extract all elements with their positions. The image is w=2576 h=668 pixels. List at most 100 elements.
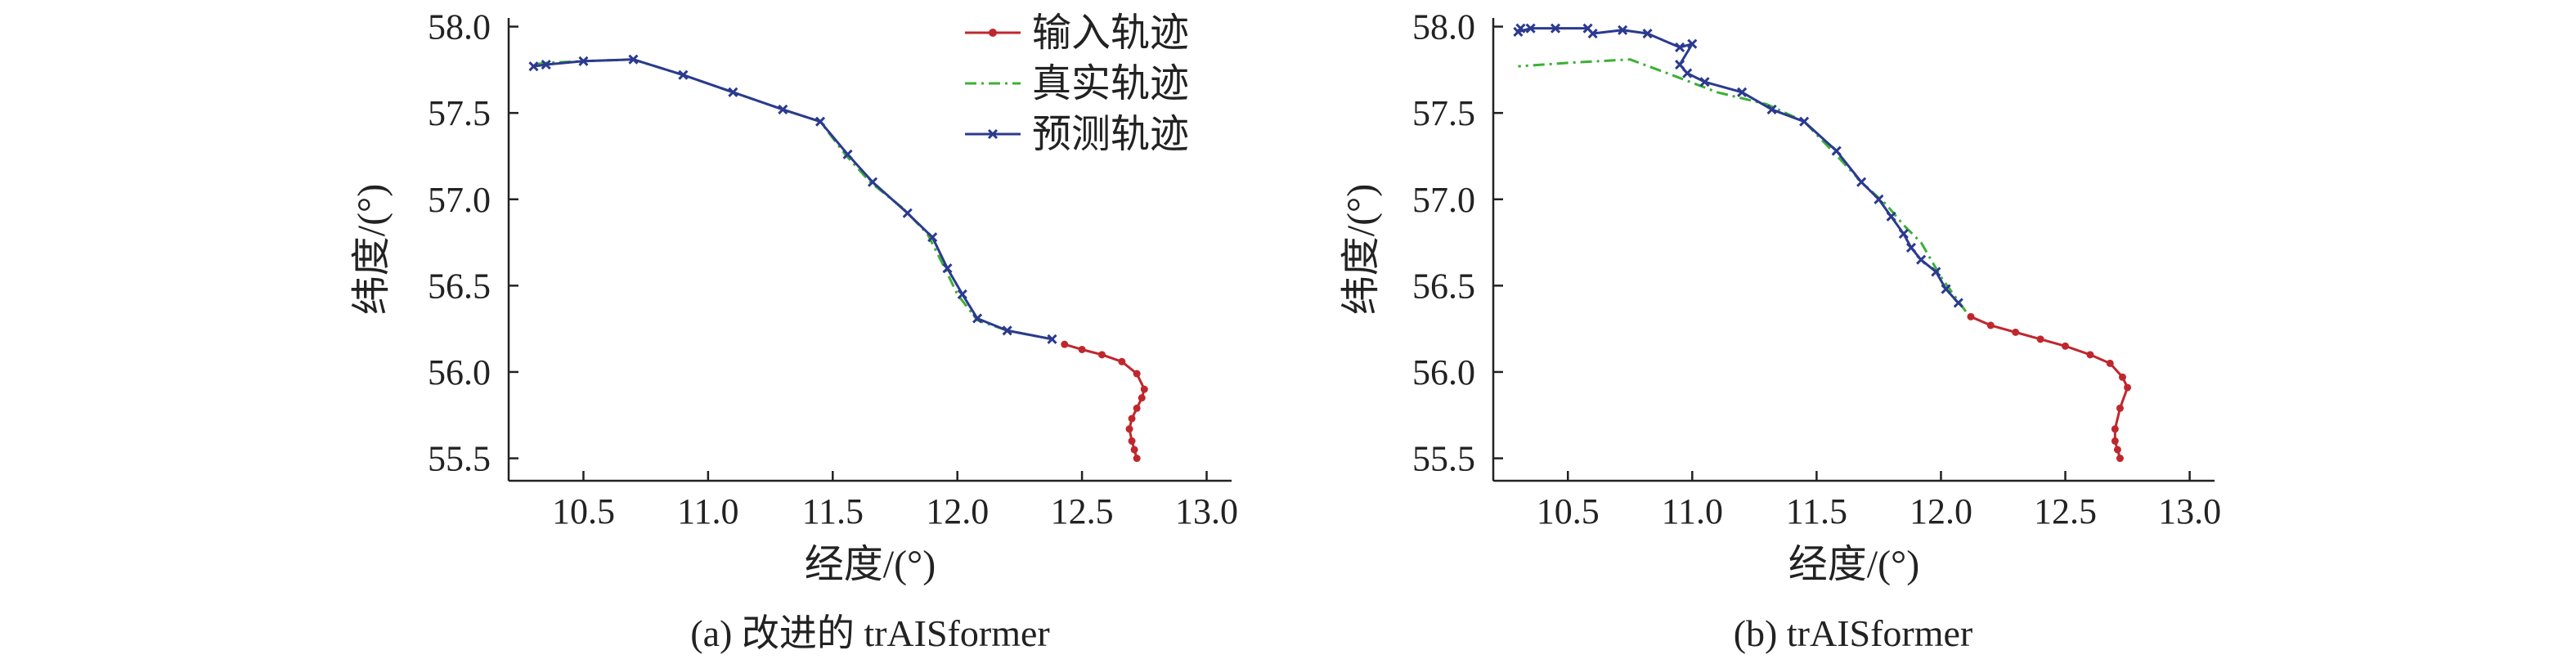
data-point: [2118, 373, 2126, 381]
data-point: [1618, 25, 1628, 35]
data-point: [1061, 340, 1069, 348]
data-point: [1953, 298, 1963, 308]
data-point: [1886, 211, 1896, 222]
data-point: [1687, 38, 1698, 49]
series-1: [1061, 340, 1148, 463]
x-tick-label: 10.5: [1537, 491, 1600, 531]
y-tick-label: 58.0: [1412, 7, 1475, 47]
data-point: [1856, 177, 1867, 187]
y-axis-label: 纬度/(°): [350, 184, 393, 316]
y-tick-label: 56.0: [1412, 352, 1475, 392]
x-tick-label: 10.5: [552, 491, 615, 531]
y-tick-label: 56.0: [428, 352, 491, 392]
data-point: [1525, 23, 1536, 34]
data-point: [972, 313, 983, 324]
data-point: [1078, 345, 1086, 353]
data-point: [541, 59, 551, 70]
data-point: [1133, 455, 1141, 463]
data-point: [2111, 425, 2119, 433]
x-tick-label: 13.0: [1175, 491, 1238, 531]
data-point: [1125, 425, 1133, 433]
data-point: [1941, 284, 1951, 294]
y-tick-label: 58.0: [428, 7, 491, 47]
x-tick-label: 11.0: [1662, 491, 1723, 531]
data-point: [2111, 437, 2119, 445]
data-point: [528, 61, 539, 72]
y-tick-label: 56.5: [428, 266, 491, 306]
data-point: [2036, 335, 2044, 343]
data-point: [842, 149, 853, 159]
data-point: [1002, 325, 1012, 336]
series-line: [533, 58, 1052, 341]
data-point: [2116, 404, 2124, 412]
data-point: [1582, 23, 1593, 34]
x-tick-label: 12.0: [1910, 491, 1972, 531]
data-point: [2012, 328, 2020, 336]
y-tick-label: 57.5: [1412, 93, 1475, 133]
x-axis-label: 经度/(°): [805, 543, 936, 586]
series-line: [1516, 27, 1959, 304]
legend-marker: [987, 128, 999, 140]
x-tick-label: 11.0: [677, 491, 738, 531]
data-point: [1967, 312, 1975, 321]
series-line: [533, 58, 1052, 341]
data-point: [927, 232, 938, 243]
data-point: [1831, 146, 1842, 156]
y-tick-label: 56.5: [1412, 266, 1475, 306]
y-tick-label: 57.5: [428, 93, 491, 133]
data-point: [942, 263, 953, 274]
data-point: [867, 177, 878, 187]
data-point: [1138, 394, 1146, 402]
x-tick-label: 11.5: [802, 491, 864, 531]
data-point: [2116, 455, 2124, 463]
legend-label: 预测轨迹: [1032, 113, 1189, 156]
y-tick-label: 57.0: [1412, 180, 1475, 220]
data-point: [2124, 383, 2132, 392]
x-tick-label: 12.5: [1051, 491, 1114, 531]
data-point: [1642, 28, 1653, 39]
panel-caption: (b) trAISformer: [1734, 612, 1973, 654]
legend-label: 真实轨迹: [1032, 62, 1189, 105]
series-3: [528, 54, 1057, 344]
data-point: [728, 87, 738, 97]
data-point: [1799, 116, 1810, 127]
data-point: [1550, 23, 1561, 34]
data-point: [678, 69, 689, 80]
data-point: [778, 104, 788, 114]
series-line: [1970, 315, 2129, 459]
data-point: [1905, 242, 1917, 253]
data-point: [1130, 446, 1138, 454]
data-point: [1675, 42, 1685, 52]
y-tick-label: 55.5: [1412, 439, 1475, 479]
x-tick-label: 11.5: [1786, 491, 1847, 531]
data-point: [1737, 87, 1748, 97]
data-point: [1133, 370, 1141, 378]
data-point: [902, 208, 913, 218]
data-point: [1916, 254, 1927, 265]
data-point: [1874, 194, 1884, 204]
data-point: [1931, 267, 1941, 277]
data-point: [957, 289, 967, 299]
data-point: [628, 54, 639, 65]
x-tick-label: 12.5: [2034, 491, 2097, 531]
data-point: [1047, 334, 1057, 344]
series-2: [533, 58, 1052, 341]
data-point: [2113, 446, 2121, 454]
data-point: [1675, 59, 1685, 70]
x-axis-label: 经度/(°): [1788, 543, 1920, 586]
series-2: [1518, 58, 1968, 312]
data-point: [578, 56, 589, 66]
data-point: [2106, 359, 2114, 367]
data-point: [1766, 104, 1777, 114]
data-point: [1682, 68, 1693, 78]
legend-label: 输入轨迹: [1032, 11, 1189, 55]
data-point: [1898, 228, 1909, 240]
data-point: [2086, 351, 2094, 359]
series-3: [1513, 23, 1963, 308]
series-1: [1967, 312, 2132, 463]
y-tick-label: 57.0: [428, 180, 491, 220]
series-line: [1518, 58, 1968, 312]
data-point: [1128, 437, 1136, 445]
